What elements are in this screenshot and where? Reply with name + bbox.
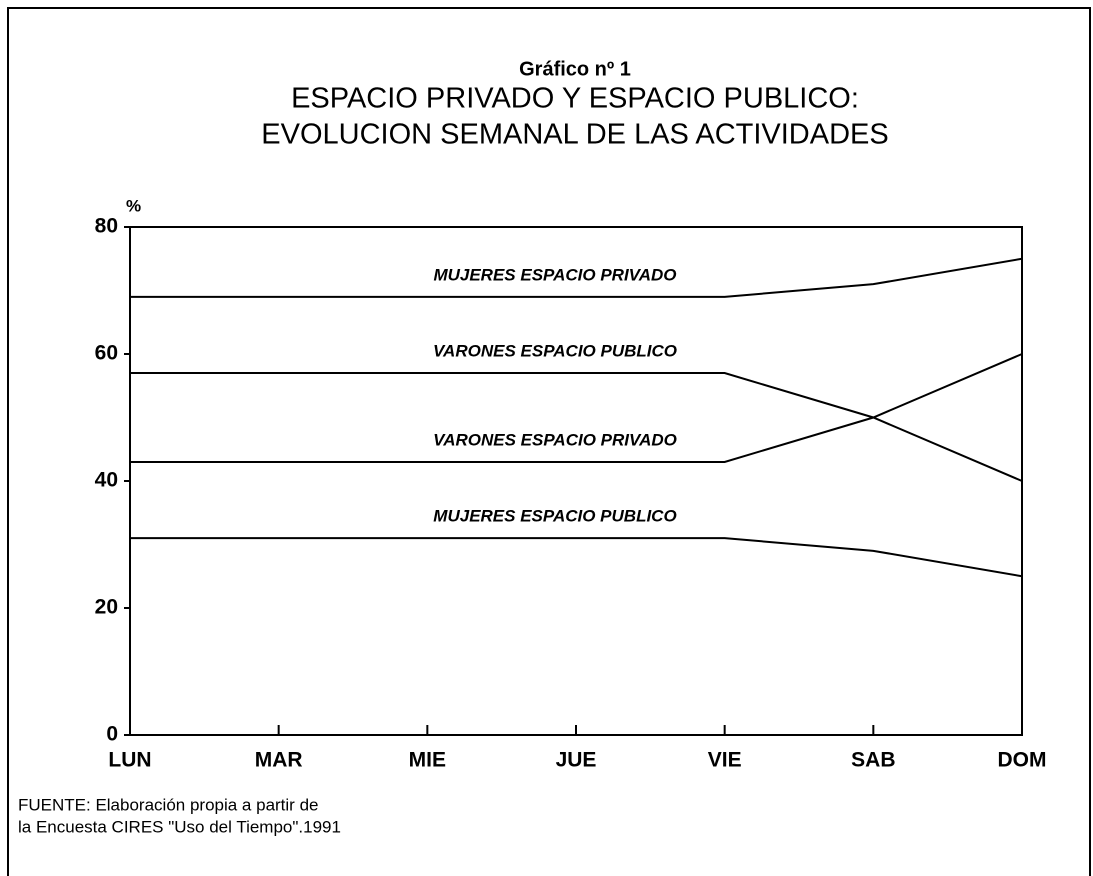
series-line [130, 257, 1023, 298]
series-label: MUJERES ESPACIO PUBLICO [433, 507, 676, 526]
x-tick-label: DOM [998, 749, 1047, 772]
y-tick-label: 40 [95, 469, 118, 492]
y-axis-label: % [126, 196, 141, 215]
x-tick-label: VIE [708, 749, 742, 772]
x-tick-label: LUN [108, 749, 151, 772]
y-tick-label: 20 [95, 596, 118, 619]
source-note: la Encuesta CIRES "Uso del Tiempo".1991 [18, 817, 341, 836]
source-note: FUENTE: Elaboración propia a partir de [18, 795, 318, 814]
y-tick-label: 60 [95, 342, 118, 365]
plot-area [129, 226, 1023, 736]
chart-header: Gráfico nº 1 [519, 58, 631, 80]
y-tick-label: 0 [106, 723, 118, 746]
chart-title: ESPACIO PRIVADO Y ESPACIO PUBLICO: [291, 83, 859, 115]
chart-title: EVOLUCION SEMANAL DE LAS ACTIVIDADES [261, 119, 888, 151]
x-tick-label: JUE [556, 749, 597, 772]
series-label: VARONES ESPACIO PUBLICO [433, 342, 677, 361]
x-tick-label: MIE [409, 749, 446, 772]
series-line [130, 353, 1023, 463]
series-label: VARONES ESPACIO PRIVADO [433, 430, 677, 449]
x-tick-label: MAR [255, 749, 303, 772]
series-line [130, 372, 1023, 482]
frame [7, 7, 1091, 876]
x-tick-label: SAB [851, 749, 895, 772]
series-line [130, 537, 1023, 578]
y-tick-label: 80 [95, 215, 118, 238]
series-label: MUJERES ESPACIO PRIVADO [433, 265, 676, 284]
